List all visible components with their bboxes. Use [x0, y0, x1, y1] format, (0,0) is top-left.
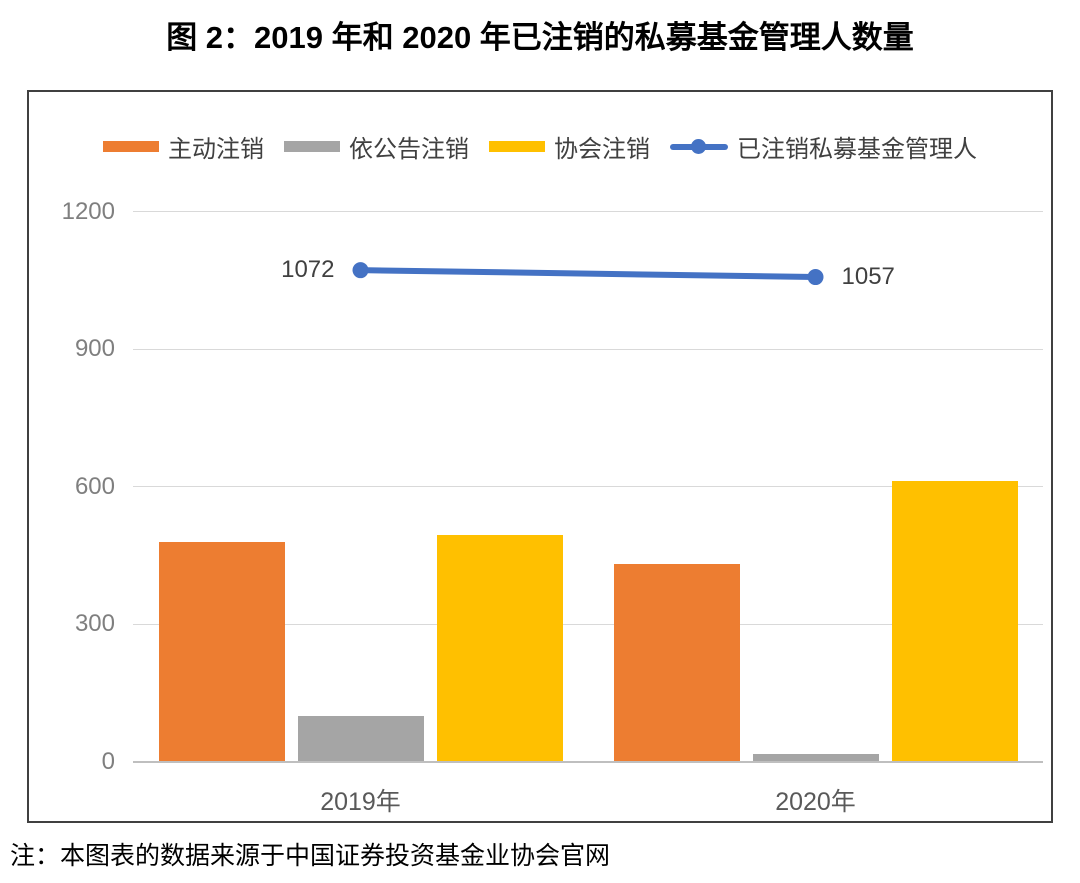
bar-series1-cat1: [752, 754, 879, 762]
y-axis-tick-label: 0: [101, 747, 115, 775]
line-point-marker-icon: [807, 269, 824, 286]
y-axis-tick-label: 600: [74, 472, 115, 500]
legend-swatch-gray: [284, 141, 340, 152]
x-axis-line: [133, 760, 1043, 763]
bar-series1-cat0: [297, 715, 424, 762]
chart-legend: 主动注销 依公告注销 协会注销 已注销私募基金管理人: [29, 129, 1051, 164]
legend-swatch-orange: [103, 141, 159, 152]
line-point-marker-icon: [352, 262, 369, 279]
legend-item-announcement-deregistration: 依公告注销: [284, 129, 469, 164]
x-axis-category-label: 2019年: [320, 788, 401, 816]
line-data-label: 1072: [281, 256, 335, 284]
legend-label: 协会注销: [554, 136, 650, 163]
legend-label: 主动注销: [168, 136, 264, 163]
x-axis-category-label: 2020年: [775, 788, 856, 816]
legend-item-voluntary-deregistration: 主动注销: [103, 129, 264, 164]
line-data-label: 1057: [841, 263, 895, 291]
gridline: [133, 348, 1043, 350]
y-axis-tick-label: 900: [74, 335, 115, 362]
chart-title: 图 2：2019 年和 2020 年已注销的私募基金管理人数量: [166, 20, 914, 55]
line-path: [357, 267, 819, 281]
gridline: [133, 211, 1043, 212]
bar-series0-cat0: [158, 542, 285, 762]
source-note: 注：本图表的数据来源于中国证券投资基金业协会官网: [10, 842, 611, 870]
y-axis-tick-label: 300: [74, 610, 115, 637]
y-axis-tick-label: 1200: [61, 197, 115, 225]
gridline: [133, 486, 1043, 487]
bar-series2-cat0: [436, 535, 563, 762]
legend-line-marker-icon: [670, 139, 728, 154]
gridline: [133, 623, 1043, 625]
bar-series0-cat1: [613, 564, 740, 762]
legend-swatch-yellow: [489, 141, 545, 152]
legend-label: 已注销私募基金管理人: [737, 136, 977, 163]
bar-series2-cat1: [891, 481, 1018, 762]
legend-label: 依公告注销: [349, 136, 469, 163]
legend-item-association-deregistration: 协会注销: [489, 129, 650, 164]
chart-frame: 主动注销 依公告注销 协会注销 已注销私募基金管理人 0 300 600 900 120…: [27, 90, 1053, 823]
legend-item-total-deregistered-line: 已注销私募基金管理人: [670, 129, 977, 164]
legend-dot-icon: [691, 139, 706, 154]
